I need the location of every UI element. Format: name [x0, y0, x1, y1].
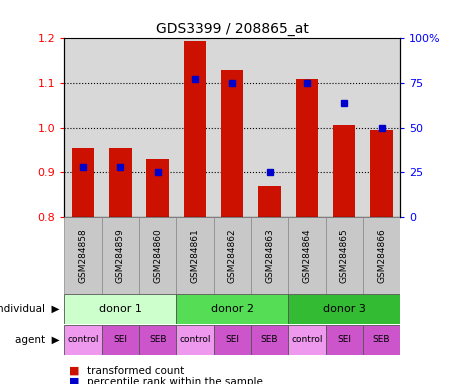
Text: donor 3: donor 3	[322, 304, 365, 314]
Bar	[325, 325, 362, 354]
Text: donor 1: donor 1	[99, 304, 141, 314]
Text: GSM284866: GSM284866	[376, 228, 385, 283]
Bar	[258, 186, 280, 217]
Text: GSM284864: GSM284864	[302, 228, 311, 283]
Bar	[64, 325, 101, 354]
Bar	[184, 41, 206, 217]
Bar	[176, 217, 213, 294]
Bar	[251, 217, 288, 294]
Text: individual  ▶: individual ▶	[0, 304, 60, 314]
Text: SEB: SEB	[260, 335, 278, 344]
Bar	[251, 325, 288, 354]
Text: percentile rank within the sample: percentile rank within the sample	[87, 377, 263, 384]
Bar	[72, 148, 94, 217]
Bar	[288, 325, 325, 354]
Bar	[139, 217, 176, 294]
Bar	[288, 217, 325, 294]
Bar	[176, 325, 213, 354]
Bar	[362, 217, 399, 294]
Text: SEB: SEB	[372, 335, 389, 344]
Text: GSM284860: GSM284860	[153, 228, 162, 283]
Text: SEI: SEI	[225, 335, 239, 344]
Text: SEI: SEI	[336, 335, 351, 344]
Bar	[101, 325, 139, 354]
Text: agent  ▶: agent ▶	[15, 335, 60, 345]
Title: GDS3399 / 208865_at: GDS3399 / 208865_at	[156, 22, 308, 36]
Text: SEB: SEB	[149, 335, 166, 344]
Bar	[332, 126, 355, 217]
Bar	[64, 295, 176, 324]
Bar	[109, 148, 131, 217]
Bar	[362, 325, 399, 354]
Bar	[101, 217, 139, 294]
Text: GSM284858: GSM284858	[78, 228, 87, 283]
Bar	[176, 295, 288, 324]
Bar	[64, 217, 101, 294]
Text: GSM284862: GSM284862	[227, 228, 236, 283]
Bar	[369, 130, 392, 217]
Text: control: control	[291, 335, 322, 344]
Bar	[213, 325, 251, 354]
Bar	[146, 159, 168, 217]
Text: ■: ■	[69, 377, 79, 384]
Text: GSM284861: GSM284861	[190, 228, 199, 283]
Text: GSM284863: GSM284863	[264, 228, 274, 283]
Bar	[295, 79, 318, 217]
Text: control: control	[67, 335, 99, 344]
Bar	[213, 217, 251, 294]
Text: SEI: SEI	[113, 335, 127, 344]
Text: GSM284865: GSM284865	[339, 228, 348, 283]
Text: transformed count: transformed count	[87, 366, 184, 376]
Text: GSM284859: GSM284859	[116, 228, 124, 283]
Text: ■: ■	[69, 366, 79, 376]
Bar	[221, 70, 243, 217]
Bar	[288, 295, 399, 324]
Bar	[325, 217, 362, 294]
Text: control: control	[179, 335, 210, 344]
Text: donor 2: donor 2	[210, 304, 253, 314]
Bar	[139, 325, 176, 354]
